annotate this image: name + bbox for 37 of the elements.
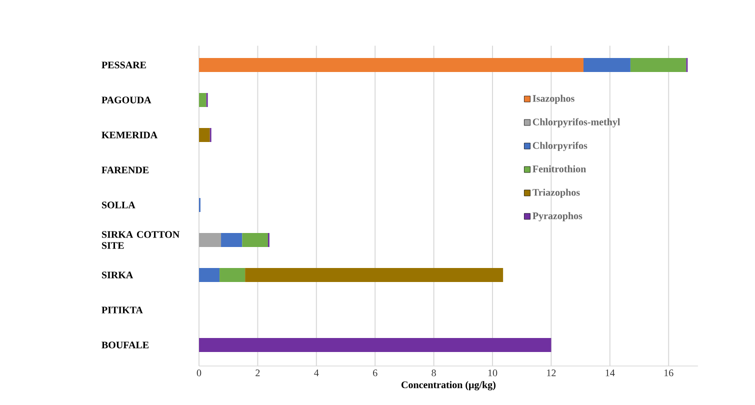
bar (199, 92, 206, 107)
bar (245, 268, 504, 282)
bar (199, 268, 220, 282)
x-tick-label: 10 (488, 370, 498, 376)
legend-label: Isazophos (532, 94, 574, 104)
x-tick-label: 14 (606, 370, 615, 376)
bar (583, 58, 630, 72)
y-tick-label: PESSARE (102, 62, 146, 68)
bar (630, 58, 686, 72)
bar (199, 58, 584, 72)
x-axis-title: Concentration (µg/kg) (402, 381, 496, 390)
y-tick-label: SOLLA (102, 202, 136, 208)
legend-label: Chlorpyrifos-methyl (532, 118, 620, 128)
bar (221, 233, 242, 247)
x-tick-label: 2 (256, 370, 260, 376)
legend-label: Chlorpyrifos (532, 142, 588, 151)
y-tick-label: PAGOUDA (102, 96, 152, 104)
y-tick-label: SIRKA COTTON SITE (102, 231, 180, 249)
y-tick-label: FARENDE (102, 166, 149, 174)
x-tick-label: 8 (432, 370, 436, 376)
x-tick-label: 12 (547, 370, 556, 376)
y-tick-label: KEMERIDA (102, 132, 158, 138)
x-tick-label: 16 (664, 370, 674, 376)
legend-label: Fenitrothion (532, 165, 586, 172)
bar (199, 233, 222, 247)
bar (242, 233, 268, 247)
bar (199, 338, 552, 352)
y-tick-label: PITIKTA (102, 306, 143, 314)
x-tick-label: 6 (373, 370, 378, 376)
x-tick-label: 4 (314, 370, 319, 376)
bar (199, 128, 210, 142)
bar (220, 268, 246, 282)
legend-label: Pyrazophos (532, 212, 582, 222)
y-tick-label: BOUFALE (102, 342, 149, 348)
y-tick-label: SIRKA (102, 272, 134, 278)
legend-label: Triazophos (532, 188, 580, 198)
x-tick-label: 0 (196, 370, 202, 376)
